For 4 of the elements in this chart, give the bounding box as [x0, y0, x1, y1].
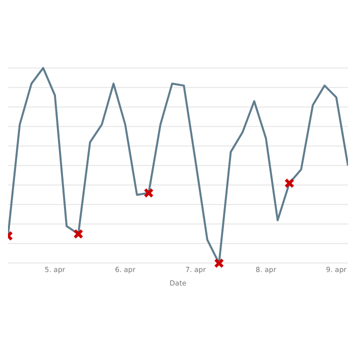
point [284, 178, 294, 188]
point [73, 228, 84, 239]
point [214, 258, 224, 268]
point [144, 188, 154, 198]
